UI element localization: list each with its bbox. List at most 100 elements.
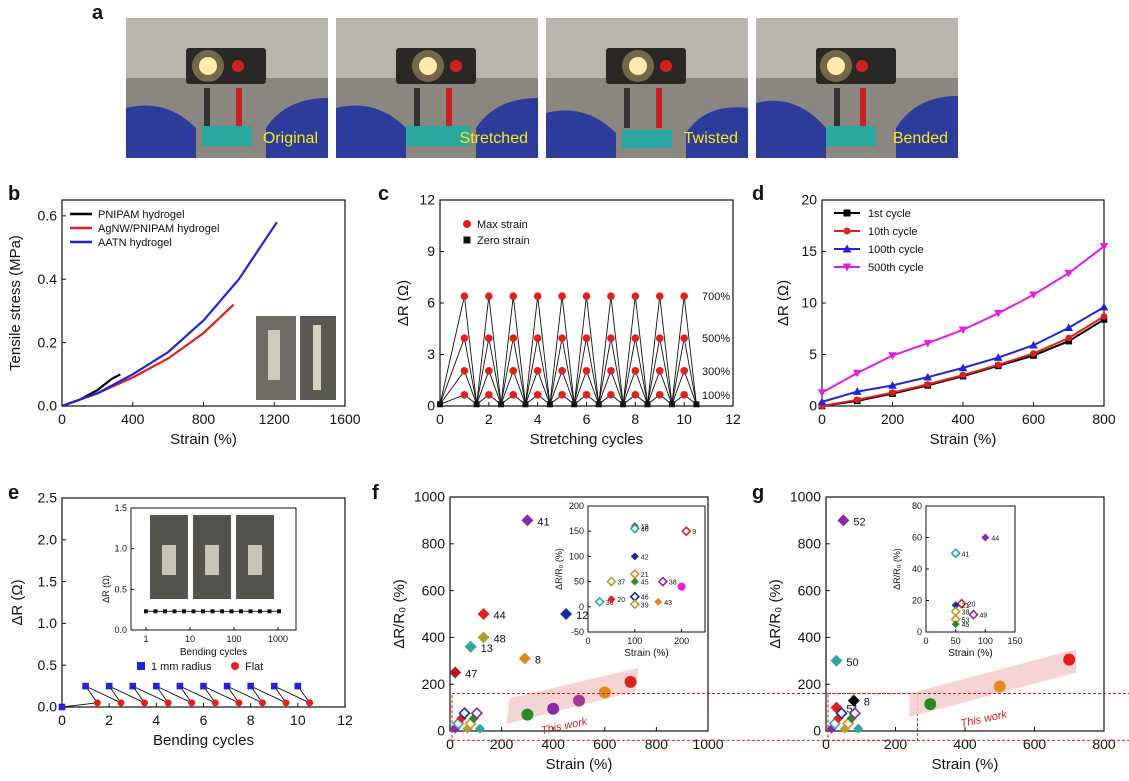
chart-f-inset-point-label: 42 [641, 554, 649, 561]
chart-e-ytick-label: 1.0 [38, 615, 58, 631]
chart-b-inset-sample [268, 330, 280, 380]
chart-g-xtick-label: 800 [1092, 736, 1116, 752]
chart-f-inset-point [629, 523, 640, 534]
chart-g-ref-label: 50 [846, 657, 858, 669]
chart-c-max-point [655, 334, 664, 342]
chart-c-max-point [607, 391, 615, 399]
chart-e-inset-point [182, 609, 186, 614]
chart-f-inset-ytick-label: 200 [569, 501, 584, 511]
chart-d-legend-marker [842, 263, 852, 272]
chart-c-max-point [582, 334, 591, 342]
chart-b-xlabel: Strain (%) [170, 431, 237, 448]
chart-e-inset-photo-sample [162, 545, 176, 575]
photo-twisted: Twisted [546, 18, 748, 158]
chart-g-zoom-box [827, 693, 1129, 741]
chart-e-inset-point [239, 609, 243, 614]
chart-b-series-line [61, 373, 121, 408]
chart-g-inset-point [968, 609, 979, 620]
chart-e-inset-point [248, 609, 253, 614]
chart-g-ytick-label: 600 [798, 582, 822, 598]
chart-g-inset-ylabel: ΔR/R₀ (%) [892, 548, 902, 590]
chart-d-point [1100, 313, 1108, 320]
chart-e-inset-xtick-label: 1000 [268, 634, 288, 644]
photo-caption-bended: Bended [892, 130, 948, 147]
chart-f-ref-label: 48 [494, 633, 506, 645]
chart-f-inset-point-label: 20 [617, 597, 625, 604]
chart-b-ytick-label: 0.0 [38, 398, 58, 414]
chart-g-inset-ytick-label: 0 [917, 627, 922, 637]
chart-c-annotation: 100% [702, 390, 730, 402]
chart-e-inset-xlabel: Bending cycles [180, 647, 247, 658]
chart-b-legend-label: PNIPAM hydrogel [98, 209, 185, 221]
chart-e-inset-point [191, 609, 196, 614]
chart-f-inset-point [606, 576, 617, 587]
chart-b-legend-label: AATN hydrogel [98, 237, 172, 249]
chart-e-radius-point [105, 682, 113, 690]
chart-g-inset-xtick-label: 0 [923, 636, 928, 646]
chart-d-point [1064, 269, 1074, 278]
chart-f-ytick-label: 800 [422, 535, 446, 551]
chart-f-inset-point [681, 526, 692, 537]
chart-g-ref-point [847, 694, 860, 707]
chart-f-inset-point-label: 37 [617, 580, 625, 587]
chart-d-point [852, 369, 862, 378]
chart-c-zero-point [473, 401, 480, 408]
chart-f-inset-point [594, 596, 605, 607]
chart-e-inset-point [163, 609, 167, 614]
photo-stretched: Stretched [336, 18, 538, 158]
chart-g-inset-point-label: 41 [962, 551, 970, 558]
chart-c-xtick-label: 12 [725, 411, 741, 427]
chart-c-max-point [680, 367, 688, 375]
photo-original: Original [126, 18, 328, 158]
chart-e-flat-point [117, 699, 125, 707]
chart-d-point [993, 353, 1003, 361]
chart-e-radius-point [294, 682, 302, 690]
chart-c-xtick-label: 2 [485, 411, 493, 427]
chart-e-inset-ytick-label: 1.0 [114, 544, 127, 554]
chart-c-max-point [558, 391, 566, 399]
chart-f-ref-label: 41 [537, 516, 549, 528]
chart-f-zoom-box [451, 693, 918, 741]
photo-caption-twisted: Twisted [683, 130, 738, 147]
chart-e-radius-point [153, 682, 160, 690]
chart-d-point [1099, 302, 1109, 311]
chart-e-legend-radius-marker [137, 662, 145, 670]
panel-label-a: a [92, 2, 104, 24]
chart-c-ylabel: ΔR (Ω) [395, 280, 412, 326]
chart-c-max-point [460, 391, 469, 399]
chart-d-point [1029, 340, 1038, 349]
chart-e-flat-point [306, 699, 314, 707]
chart-f-xtick-label: 200 [490, 736, 514, 752]
chart-e-xtick-label: 8 [247, 712, 255, 728]
chart-f-inset-point [630, 577, 639, 586]
chart-d-legend-marker [842, 244, 852, 253]
chart-g-inset-point-label: 20 [968, 602, 976, 609]
chart-c-ytick-label: 6 [427, 295, 435, 311]
chart-c-max-point [582, 391, 591, 399]
chart-g-ytick-label: 0 [813, 723, 821, 739]
chart-c-max-point [533, 367, 542, 375]
chart-d-xtick-label: 200 [881, 411, 905, 427]
chart-f-inset-point [677, 582, 686, 591]
chart-g-inset-ytick-label: 60 [912, 533, 922, 543]
chart-d-point [889, 389, 896, 396]
chart-e-flat-point [235, 699, 243, 707]
chart-b-ylabel: Tensile stress (MPa) [7, 235, 24, 371]
chart-e-inset-point [229, 609, 234, 614]
chart-d-xtick-label: 0 [818, 411, 826, 427]
chart-b-xtick-label: 800 [192, 411, 216, 427]
chart-e-radius-point [129, 682, 137, 690]
chart-c-zero-point [571, 401, 578, 408]
chart-d-legend-label: 1st cycle [868, 208, 911, 220]
chart-d-point [958, 326, 968, 335]
chart-f-inset-ytick-label: 0 [579, 602, 584, 612]
chart-f-inset-point-label: 39 [641, 602, 649, 609]
chart-c-zero-point [437, 401, 443, 408]
chart-g-xtick-label: 400 [953, 736, 977, 752]
chart-c-zero-point [522, 401, 529, 408]
chart-f-xtick-label: 600 [593, 736, 617, 752]
chart-g-ytick-label: 200 [798, 676, 822, 692]
chart-g-inset-point [950, 548, 961, 559]
chart-c-max-point [582, 367, 591, 375]
